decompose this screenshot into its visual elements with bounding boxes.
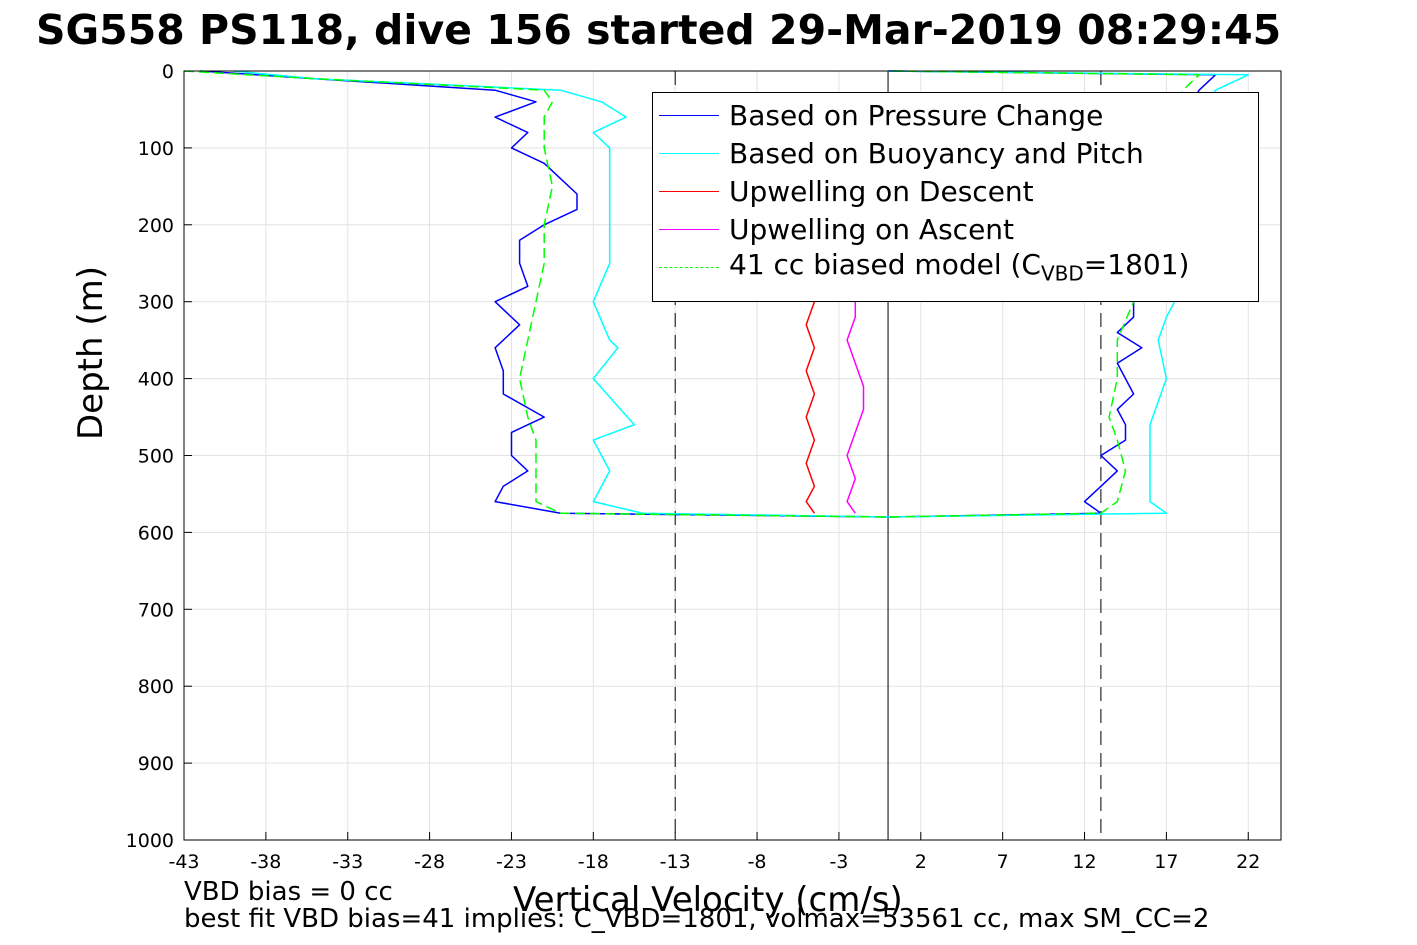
y-tick-label: 900: [138, 753, 174, 775]
best-fit-note: best fit VBD bias=41 implies: C_VBD=1801…: [184, 904, 1210, 934]
legend-swatch: [659, 266, 719, 268]
y-tick-label: 500: [138, 446, 174, 468]
x-tick-label: -33: [332, 851, 363, 873]
x-tick-label: 2: [915, 851, 927, 873]
y-tick-label: 200: [138, 215, 174, 237]
x-tick-label: -28: [414, 851, 445, 873]
x-tick-label: 7: [997, 851, 1009, 873]
x-tick-label: -3: [829, 851, 848, 873]
y-tick-label: 600: [138, 522, 174, 544]
chart-title: SG558 PS118, dive 156 started 29-Mar-201…: [36, 6, 1282, 54]
legend-item-upwelling-ascent: Upwelling on Ascent: [659, 210, 1014, 248]
x-tick-label: 17: [1154, 851, 1178, 873]
y-axis-label: Depth (m): [71, 265, 111, 440]
legend-swatch: [659, 190, 719, 192]
legend-item-upwelling-descent: Upwelling on Descent: [659, 172, 1034, 210]
chart-legend: Based on Pressure Change Based on Buoyan…: [652, 92, 1259, 302]
x-tick-label: -8: [748, 851, 767, 873]
y-tick-label: 1000: [126, 830, 174, 852]
legend-swatch: [659, 114, 719, 116]
series-line-buoyancy-pitch: [233, 70, 1250, 518]
legend-label: Based on Pressure Change: [729, 98, 1104, 132]
y-tick-label: 400: [138, 369, 174, 391]
y-tick-label: 100: [138, 138, 174, 160]
legend-label-main: 41 cc biased model (C: [729, 248, 1041, 282]
legend-label-subscript: VBD: [1040, 261, 1084, 286]
series-line-upwelling-ascent: [846, 301, 865, 514]
x-tick-label: -18: [578, 851, 609, 873]
y-tick-label: 700: [138, 599, 174, 621]
legend-label: Upwelling on Ascent: [729, 212, 1015, 246]
x-axis-ticks: -43 -38 -33 -28 -23 -18 -13 -8 -3 2 7 12 17 22: [168, 832, 1260, 873]
legend-label-suffix: =1801): [1083, 248, 1190, 282]
y-axis-ticks: 0 100 200 300 400 500 600 700 800 900 1000: [126, 61, 192, 852]
x-tick-label: 12: [1072, 851, 1096, 873]
vbd-bias-note: VBD bias = 0 cc: [184, 877, 393, 907]
legend-label: 41 cc biased model (CVBD=1801): [729, 248, 1189, 286]
x-tick-label: -13: [660, 851, 691, 873]
legend-swatch: [659, 152, 719, 154]
legend-item-buoyancy-pitch: Based on Buoyancy and Pitch: [659, 134, 1144, 172]
x-tick-label: 22: [1236, 851, 1260, 873]
legend-item-pressure-change: Based on Pressure Change: [659, 96, 1103, 134]
legend-label: Upwelling on Descent: [729, 174, 1034, 208]
y-tick-label: 800: [138, 676, 174, 698]
x-tick-label: -23: [496, 851, 527, 873]
x-axis-label: Vertical Velocity (cm/s): [513, 880, 903, 920]
series-line-upwelling-descent: [805, 301, 816, 514]
series-line-pressure-change: [200, 70, 1217, 518]
y-tick-label: 0: [162, 61, 174, 83]
legend-swatch: [659, 228, 719, 230]
x-tick-label: -38: [250, 851, 281, 873]
legend-label: Based on Buoyancy and Pitch: [729, 136, 1144, 170]
legend-item-biased-model: 41 cc biased model (CVBD=1801): [659, 248, 1189, 286]
y-tick-label: 300: [138, 292, 174, 314]
x-tick-label: -43: [168, 851, 199, 873]
